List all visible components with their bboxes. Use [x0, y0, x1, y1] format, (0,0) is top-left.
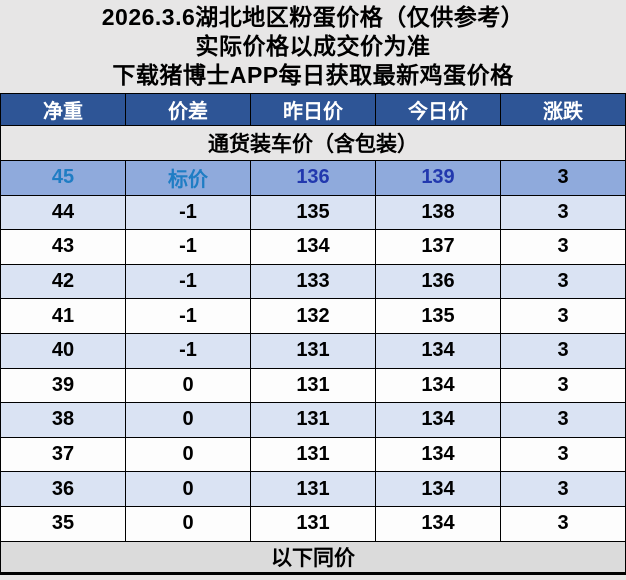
table-body: 通货装车价（含包装） 45 标价 136 139 3 44 -1 135 138… — [0, 125, 626, 574]
cell-yesterday-price: 131 — [250, 402, 376, 438]
cell-change: 3 — [500, 402, 626, 438]
cell-yesterday-price: 134 — [250, 229, 376, 265]
cell-price-diff: 标价 — [125, 160, 251, 196]
table-row: 36 0 131 134 3 — [0, 471, 626, 507]
cell-today-price: 138 — [375, 194, 501, 231]
cell-today-price: 134 — [375, 332, 501, 369]
cell-yesterday-price: 131 — [250, 436, 376, 473]
cell-change: 3 — [500, 332, 626, 369]
table-row: 35 0 131 134 3 — [0, 505, 626, 542]
table-row: 45 标价 136 139 3 — [0, 160, 626, 196]
column-header-yesterday-price: 昨日价 — [250, 93, 376, 126]
cell-net-weight: 37 — [0, 436, 126, 473]
table-row: 44 -1 135 138 3 — [0, 194, 626, 231]
table-row: 39 0 131 134 3 — [0, 367, 626, 404]
cell-yesterday-price: 135 — [250, 194, 376, 231]
cell-change: 3 — [500, 160, 626, 196]
cell-price-diff: 0 — [125, 402, 251, 438]
table-footer-note: 以下同价 — [0, 540, 626, 574]
column-header-net-weight: 净重 — [0, 93, 126, 126]
table-row: 41 -1 132 135 3 — [0, 298, 626, 334]
cell-net-weight: 45 — [0, 160, 126, 196]
cell-change: 3 — [500, 436, 626, 473]
cell-net-weight: 36 — [0, 471, 126, 507]
cell-yesterday-price: 131 — [250, 471, 376, 507]
cell-net-weight: 44 — [0, 194, 126, 231]
title-line-2: 实际价格以成交价为准 — [195, 33, 431, 59]
title-line-3: 下载猪博士APP每日获取最新鸡蛋价格 — [112, 62, 514, 88]
cell-price-diff: 0 — [125, 471, 251, 507]
title-line-1: 2026.3.6湖北地区粉蛋价格（仅供参考） — [101, 4, 525, 30]
cell-price-diff: -1 — [125, 298, 251, 334]
cell-price-diff: -1 — [125, 263, 251, 300]
cell-net-weight: 41 — [0, 298, 126, 334]
cell-yesterday-price: 132 — [250, 298, 376, 334]
column-header-change: 涨跌 — [500, 93, 626, 126]
cell-price-diff: 0 — [125, 367, 251, 404]
cell-price-diff: -1 — [125, 332, 251, 369]
cell-today-price: 134 — [375, 436, 501, 473]
cell-today-price: 134 — [375, 471, 501, 507]
table-footer-row: 以下同价 — [0, 540, 626, 574]
cell-yesterday-price: 131 — [250, 505, 376, 542]
table-row: 42 -1 133 136 3 — [0, 263, 626, 300]
table-row: 37 0 131 134 3 — [0, 436, 626, 473]
cell-yesterday-price: 133 — [250, 263, 376, 300]
table-row: 40 -1 131 134 3 — [0, 332, 626, 369]
column-header-price-diff: 价差 — [125, 93, 251, 126]
cell-yesterday-price: 136 — [250, 160, 376, 196]
cell-price-diff: -1 — [125, 229, 251, 265]
cell-change: 3 — [500, 194, 626, 231]
table-row: 38 0 131 134 3 — [0, 402, 626, 438]
table-header: 净重 价差 昨日价 今日价 涨跌 — [0, 93, 626, 126]
cell-price-diff: 0 — [125, 436, 251, 473]
cell-today-price: 134 — [375, 505, 501, 542]
cell-change: 3 — [500, 298, 626, 334]
table-row: 43 -1 134 137 3 — [0, 229, 626, 265]
cell-today-price: 136 — [375, 263, 501, 300]
cell-net-weight: 39 — [0, 367, 126, 404]
cell-net-weight: 42 — [0, 263, 126, 300]
cell-today-price: 134 — [375, 367, 501, 404]
section-title-row: 通货装车价（含包装） — [0, 125, 626, 161]
cell-change: 3 — [500, 229, 626, 265]
cell-price-diff: 0 — [125, 505, 251, 542]
cell-yesterday-price: 131 — [250, 367, 376, 404]
cell-today-price: 134 — [375, 402, 501, 438]
cell-change: 3 — [500, 367, 626, 404]
table-header-row: 净重 价差 昨日价 今日价 涨跌 — [0, 93, 626, 126]
cell-change: 3 — [500, 263, 626, 300]
cell-net-weight: 35 — [0, 505, 126, 542]
cell-today-price: 137 — [375, 229, 501, 265]
price-table: 净重 价差 昨日价 今日价 涨跌 通货装车价（含包装） 45 标价 136 13… — [0, 93, 626, 575]
cell-today-price: 139 — [375, 160, 501, 196]
section-title: 通货装车价（含包装） — [0, 125, 626, 161]
cell-net-weight: 40 — [0, 332, 126, 369]
page-title: 2026.3.6湖北地区粉蛋价格（仅供参考） 实际价格以成交价为准 下载猪博士A… — [0, 0, 626, 93]
cell-net-weight: 43 — [0, 229, 126, 265]
cell-change: 3 — [500, 505, 626, 542]
column-header-today-price: 今日价 — [375, 93, 501, 126]
cell-yesterday-price: 131 — [250, 332, 376, 369]
cell-change: 3 — [500, 471, 626, 507]
cell-net-weight: 38 — [0, 402, 126, 438]
cell-price-diff: -1 — [125, 194, 251, 231]
cell-today-price: 135 — [375, 298, 501, 334]
